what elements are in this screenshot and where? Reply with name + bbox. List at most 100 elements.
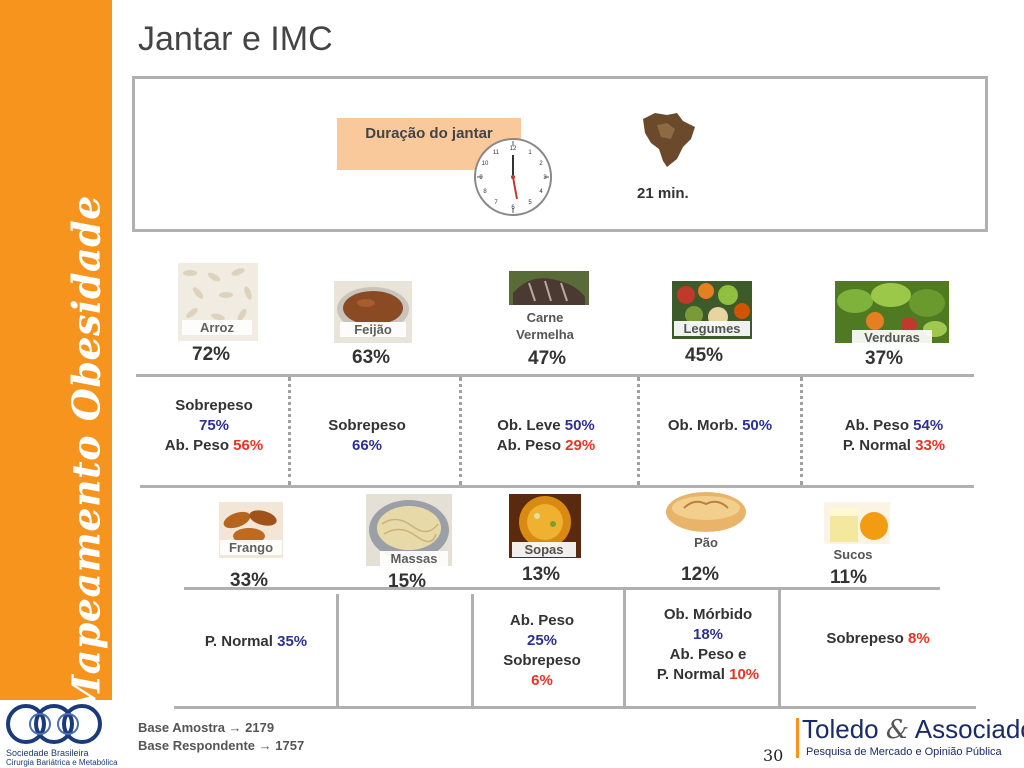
row1-cell-legumes: Ob. Morb. 50% xyxy=(641,416,799,436)
cell-label: Ob. Morb. xyxy=(667,417,743,434)
cell-label: P. Normal xyxy=(842,437,916,454)
food-pct-sopas: 13% xyxy=(522,564,561,585)
duration-panel: Duração do jantar 12 1 2 3 4 5 6 7 8 9 1… xyxy=(132,76,988,232)
row2-bottom-divider xyxy=(174,706,976,709)
food-label-carne-vermelha: Carne Vermelha xyxy=(500,309,590,343)
cell-value: 25% xyxy=(526,632,558,649)
cell-value: 18% xyxy=(692,626,724,643)
food-label-sopas: Sopas xyxy=(512,542,576,557)
food-pct-feijao: 63% xyxy=(352,347,391,368)
cell-value: 33% xyxy=(915,437,946,454)
row1-cell-arroz: Sobrepeso 75% Ab. Peso 56% xyxy=(140,396,288,456)
clock-num-11: 11 xyxy=(493,150,500,156)
row1-top-divider xyxy=(136,374,974,377)
sidebar-band: Mapeamento Obesidade xyxy=(0,0,112,768)
cell-value: 35% xyxy=(277,633,308,650)
sbcbm-logo: Sociedade Brasileira Cirurgia Bariátrica… xyxy=(0,700,118,768)
clock-num-7: 7 xyxy=(494,200,498,206)
row1-col-divider-2 xyxy=(459,377,462,485)
logo-text-line1: Sociedade Brasileira xyxy=(6,748,89,758)
cell-value: 50% xyxy=(742,417,773,434)
cell-label: Ab. Peso xyxy=(164,437,234,454)
food-label-arroz: Arroz xyxy=(182,320,252,335)
brand-ampersand: & xyxy=(885,715,909,745)
clock-num-5: 5 xyxy=(528,200,532,206)
cell-label: Sobrepeso xyxy=(503,652,581,669)
food-label-sucos: Sucos xyxy=(833,547,873,562)
row2-col-divider-2 xyxy=(471,594,474,706)
cell-value: 56% xyxy=(233,437,264,454)
row2-cell-frango: P. Normal 35% xyxy=(178,632,334,652)
food-label-pao: Pão xyxy=(694,535,718,550)
logo-text-line2: Cirurgia Bariátrica e Metabólica xyxy=(6,758,118,767)
food-label-carne-line1: Carne xyxy=(526,310,564,325)
cell-value: 75% xyxy=(198,417,230,434)
row2-cell-pao: Ob. Mórbido 18% Ab. Peso e P. Normal 10% xyxy=(626,605,790,685)
food-pct-legumes: 45% xyxy=(685,345,724,366)
cell-value: 10% xyxy=(729,666,760,683)
food-label-feijao: Feijão xyxy=(340,322,406,337)
red-meat-image xyxy=(509,271,589,305)
food-label-massas: Massas xyxy=(380,551,448,566)
cell-value: 29% xyxy=(565,437,596,454)
food-pct-verduras: 37% xyxy=(865,348,904,369)
cell-label: P. Normal xyxy=(656,666,730,683)
sidebar-title: Mapeamento Obesidade xyxy=(63,195,109,717)
page-number: 30 xyxy=(763,746,784,765)
brand-accent-bar xyxy=(796,718,799,758)
cell-value: 8% xyxy=(908,630,930,647)
food-label-verduras: Verduras xyxy=(852,330,932,345)
food-label-carne-line2: Vermelha xyxy=(516,327,574,342)
food-label-frango: Frango xyxy=(220,540,282,555)
cell-value: 50% xyxy=(564,417,595,434)
toledo-associados-logo: Toledo & Associados xyxy=(802,714,1024,745)
row1-col-divider-1 xyxy=(288,377,291,485)
juice-image xyxy=(824,502,890,544)
clock-num-10: 10 xyxy=(482,161,489,167)
cell-label: Sobrepeso xyxy=(328,417,406,434)
row2-cell-sopas: Ab. Peso 25% Sobrepeso 6% xyxy=(474,611,610,691)
cell-label: Ab. Peso xyxy=(844,417,914,434)
sbcbm-logo-icon xyxy=(6,704,102,744)
cell-label: Sobrepeso xyxy=(826,630,908,647)
food-pct-frango: 33% xyxy=(230,570,269,591)
food-pct-carne-vermelha: 47% xyxy=(528,348,567,369)
row1-col-divider-4 xyxy=(800,377,803,485)
brand-tagline: Pesquisa de Mercado e Opinião Pública xyxy=(806,746,1002,758)
clock-icon: 12 1 2 3 4 5 6 7 8 9 10 11 xyxy=(474,138,552,216)
row1-cell-carne: Ob. Leve 50% Ab. Peso 29% xyxy=(462,416,630,456)
beans-image xyxy=(334,281,412,343)
row2-col-divider-1 xyxy=(336,594,339,706)
clock-num-8: 8 xyxy=(483,189,487,195)
brand-name-right: Associados xyxy=(914,714,1024,744)
clock-num-6: 6 xyxy=(511,205,515,211)
clock-num-9: 9 xyxy=(479,175,483,181)
base-amostra: Base Amostra → 2179 xyxy=(138,720,275,735)
food-pct-sucos: 11% xyxy=(830,567,867,588)
cell-value: 54% xyxy=(913,417,944,434)
cell-label: Ab. Peso e xyxy=(669,646,747,663)
food-label-legumes: Legumes xyxy=(674,321,750,336)
row1-cell-feijao: Sobrepeso 66% xyxy=(292,416,442,456)
cell-label: Ob. Mórbido xyxy=(663,606,753,623)
row1-cell-verduras: Ab. Peso 54% P. Normal 33% xyxy=(804,416,984,456)
clock-num-4: 4 xyxy=(539,189,543,195)
food-pct-arroz: 72% xyxy=(192,344,231,365)
row1-col-divider-3 xyxy=(637,377,640,485)
cell-label: P. Normal xyxy=(204,633,278,650)
cell-label: Ab. Peso xyxy=(496,437,566,454)
row1-bottom-divider xyxy=(140,485,974,488)
duration-value: 21 min. xyxy=(637,185,689,202)
cell-label: Ob. Leve xyxy=(497,417,565,434)
row2-col-divider-3 xyxy=(623,590,626,706)
brand-name-left: Toledo xyxy=(802,714,886,744)
bread-image xyxy=(666,492,746,532)
clock-num-2: 2 xyxy=(539,161,543,167)
food-pct-massas: 15% xyxy=(388,571,427,592)
row2-cell-sucos: Sobrepeso 8% xyxy=(790,629,966,649)
cell-value: 66% xyxy=(351,437,383,454)
clock-num-12: 12 xyxy=(510,146,517,152)
clock-num-3: 3 xyxy=(543,175,547,181)
base-respondente: Base Respondente → 1757 xyxy=(138,738,305,753)
cell-value: 6% xyxy=(531,672,553,689)
